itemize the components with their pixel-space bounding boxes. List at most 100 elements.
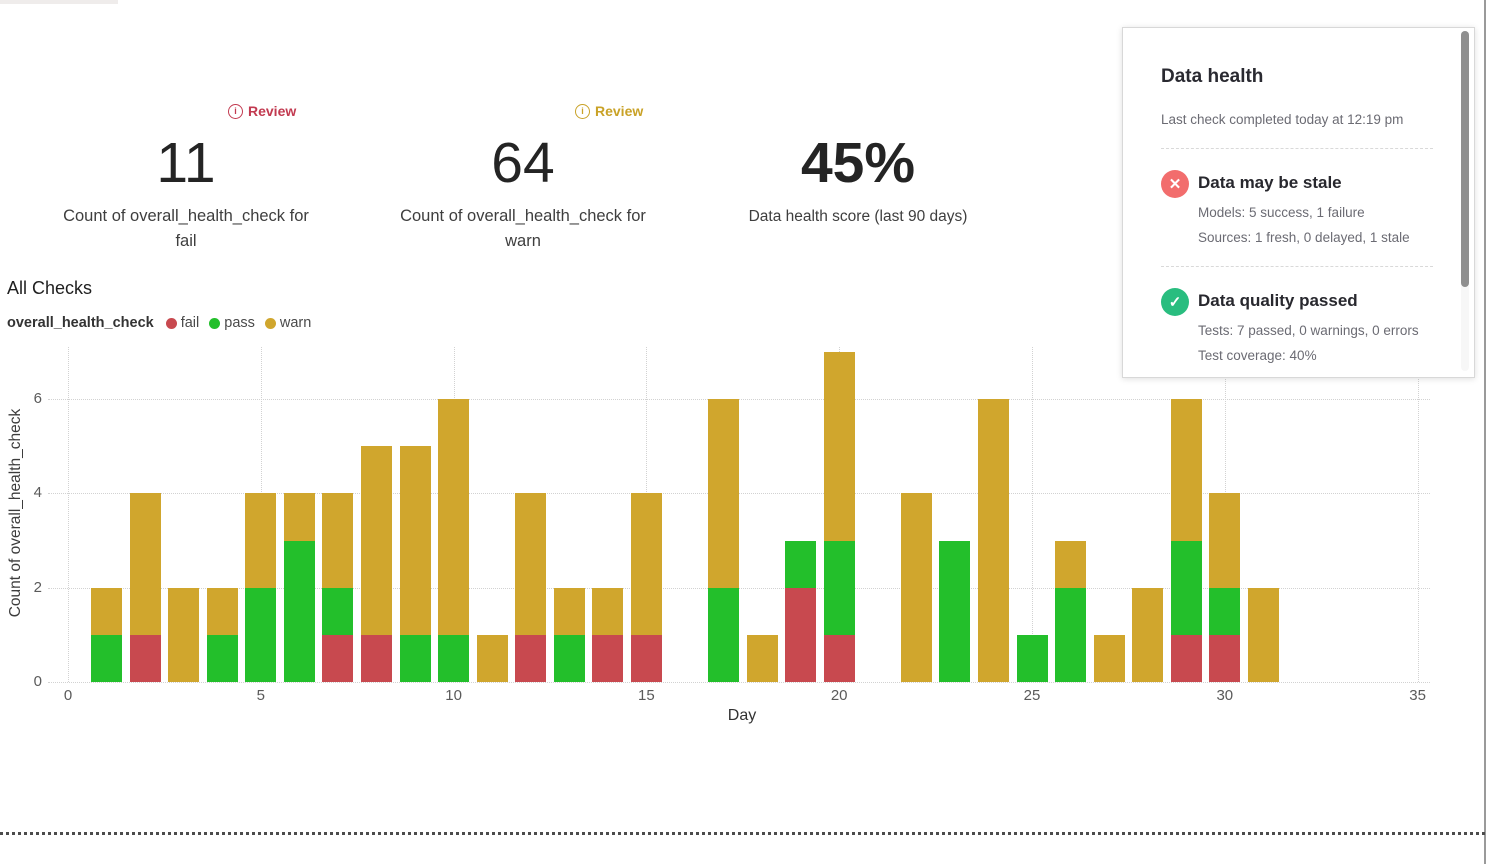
bar-segment-pass[interactable] [206,634,238,682]
bar-segment-pass[interactable] [823,540,855,635]
bar-segment-pass[interactable] [1209,587,1241,635]
legend-entry-fail[interactable]: fail [165,315,200,331]
bar-segment-warn[interactable] [708,399,740,588]
kpi-score-label: Data health score (last 90 days) [748,208,968,225]
chart-title: All Checks [7,278,93,298]
bar-segment-warn[interactable] [977,399,1009,682]
bar-segment-warn[interactable] [476,634,508,682]
bar-segment-pass[interactable] [1170,540,1202,635]
x-tick-label: 5 [256,687,265,704]
bar-segment-pass[interactable] [322,587,354,635]
bar-segment-warn[interactable] [438,399,470,635]
bar-segment-fail[interactable] [322,634,354,682]
bar-segment-warn[interactable] [515,493,547,635]
bar-segment-fail[interactable] [1170,634,1202,682]
bottom-dotted-divider [0,832,1487,835]
bar-segment-fail[interactable] [129,634,161,682]
panel-item-stale: ✕ Data may be stale Models: 5 success, 1… [1161,168,1441,263]
bar-segment-pass[interactable] [91,634,123,682]
bar-segment-warn[interactable] [1170,399,1202,541]
legend-entry-pass[interactable]: pass [209,315,255,331]
x-circle-icon: ✕ [1161,170,1189,198]
x-tick-label: 10 [445,687,462,704]
bar-segment-warn[interactable] [206,587,238,635]
bar-segment-warn[interactable] [553,587,585,635]
bar-segment-fail[interactable] [1209,634,1241,682]
panel-scrollbar [1461,31,1469,371]
bar-segment-warn[interactable] [283,493,315,541]
bar-segment-pass[interactable] [438,634,470,682]
bar-segment-warn[interactable] [360,446,392,635]
bar-segment-pass[interactable] [283,540,315,682]
bar-segment-warn[interactable] [1093,634,1125,682]
check-circle-icon: ✓ [1161,288,1189,316]
bar-segment-warn[interactable] [91,587,123,635]
bar-segment-warn[interactable] [823,351,855,541]
bar-segment-pass[interactable] [708,587,740,682]
kpi-warn-value: 64 [491,131,555,195]
panel-item-detail: Models: 5 success, 1 failure [1198,205,1365,220]
legend-swatch-pass [209,317,221,329]
bar-segment-pass[interactable] [1016,634,1048,682]
bar-segment-warn[interactable] [630,493,662,635]
chart-legend: overall_health_check fail pass warn [7,315,311,331]
kpi-warn-label: Count of overall_health_check for warn [400,207,646,250]
panel-item-detail: Sources: 1 fresh, 0 delayed, 1 stale [1198,230,1410,245]
panel-subtitle: Last check completed today at 12:19 pm [1161,112,1404,127]
bar-segment-warn[interactable] [900,493,932,682]
legend-label: pass [224,315,255,331]
bar-segment-pass[interactable] [1055,587,1087,682]
legend-swatch-fail [165,317,177,329]
bar-segment-warn[interactable] [1132,587,1164,682]
bar-segment-fail[interactable] [515,634,547,682]
gridline [68,347,69,682]
bar-segment-pass[interactable] [245,587,277,682]
x-axis-label: Day [727,707,757,724]
bar-segment-warn[interactable] [129,493,161,635]
y-tick-label: 0 [33,673,42,690]
bar-segment-pass[interactable] [939,540,971,682]
divider [1161,266,1433,267]
info-icon: i [228,103,243,119]
y-tick-label: 2 [33,578,42,596]
bar-segment-warn[interactable] [1055,540,1087,588]
y-axis-label: Count of overall_health_check [7,408,24,618]
bar-segment-pass[interactable] [399,634,431,682]
panel-item-detail: Test coverage: 40% [1198,348,1317,363]
kpi-score-value: 45% [800,131,916,195]
bar-segment-fail[interactable] [823,634,855,682]
legend-entry-warn[interactable]: warn [264,315,312,331]
bar-segment-warn[interactable] [1247,587,1279,682]
bar-segment-warn[interactable] [1209,493,1241,588]
review-badge-label: Review [248,103,297,119]
bar-segment-pass[interactable] [553,634,585,682]
scrollbar-thumb[interactable] [1461,31,1469,287]
bar-segment-fail[interactable] [360,634,392,682]
x-tick-label: 15 [638,687,655,704]
right-edge-border [1484,0,1486,864]
legend-title: overall_health_check [7,315,154,331]
bar-segment-fail[interactable] [630,634,662,682]
bar-segment-warn[interactable] [399,446,431,635]
bar-segment-warn[interactable] [746,634,778,682]
review-badge-warn[interactable]: i Review [575,103,643,119]
x-tick-label: 25 [1023,687,1041,704]
bar-segment-fail[interactable] [785,587,817,682]
legend-label: fail [180,315,200,331]
panel-item-title: Data may be stale [1198,173,1342,192]
bar-segment-fail[interactable] [592,634,624,682]
x-tick-label: 30 [1216,687,1234,704]
top-strip [0,0,118,4]
legend-label: warn [279,315,312,331]
bar-segment-pass[interactable] [785,540,817,588]
bar-segment-warn[interactable] [322,493,354,588]
bar-segment-warn[interactable] [592,587,624,635]
legend-swatch-warn [264,317,276,329]
kpi-fail-label: Count of overall_health_check for fail [63,207,309,250]
review-badge-fail[interactable]: i Review [228,103,296,119]
x-tick-label: 35 [1409,687,1426,704]
gridline [1032,347,1033,682]
bar-segment-warn[interactable] [168,587,200,682]
bar-segment-warn[interactable] [245,493,277,588]
